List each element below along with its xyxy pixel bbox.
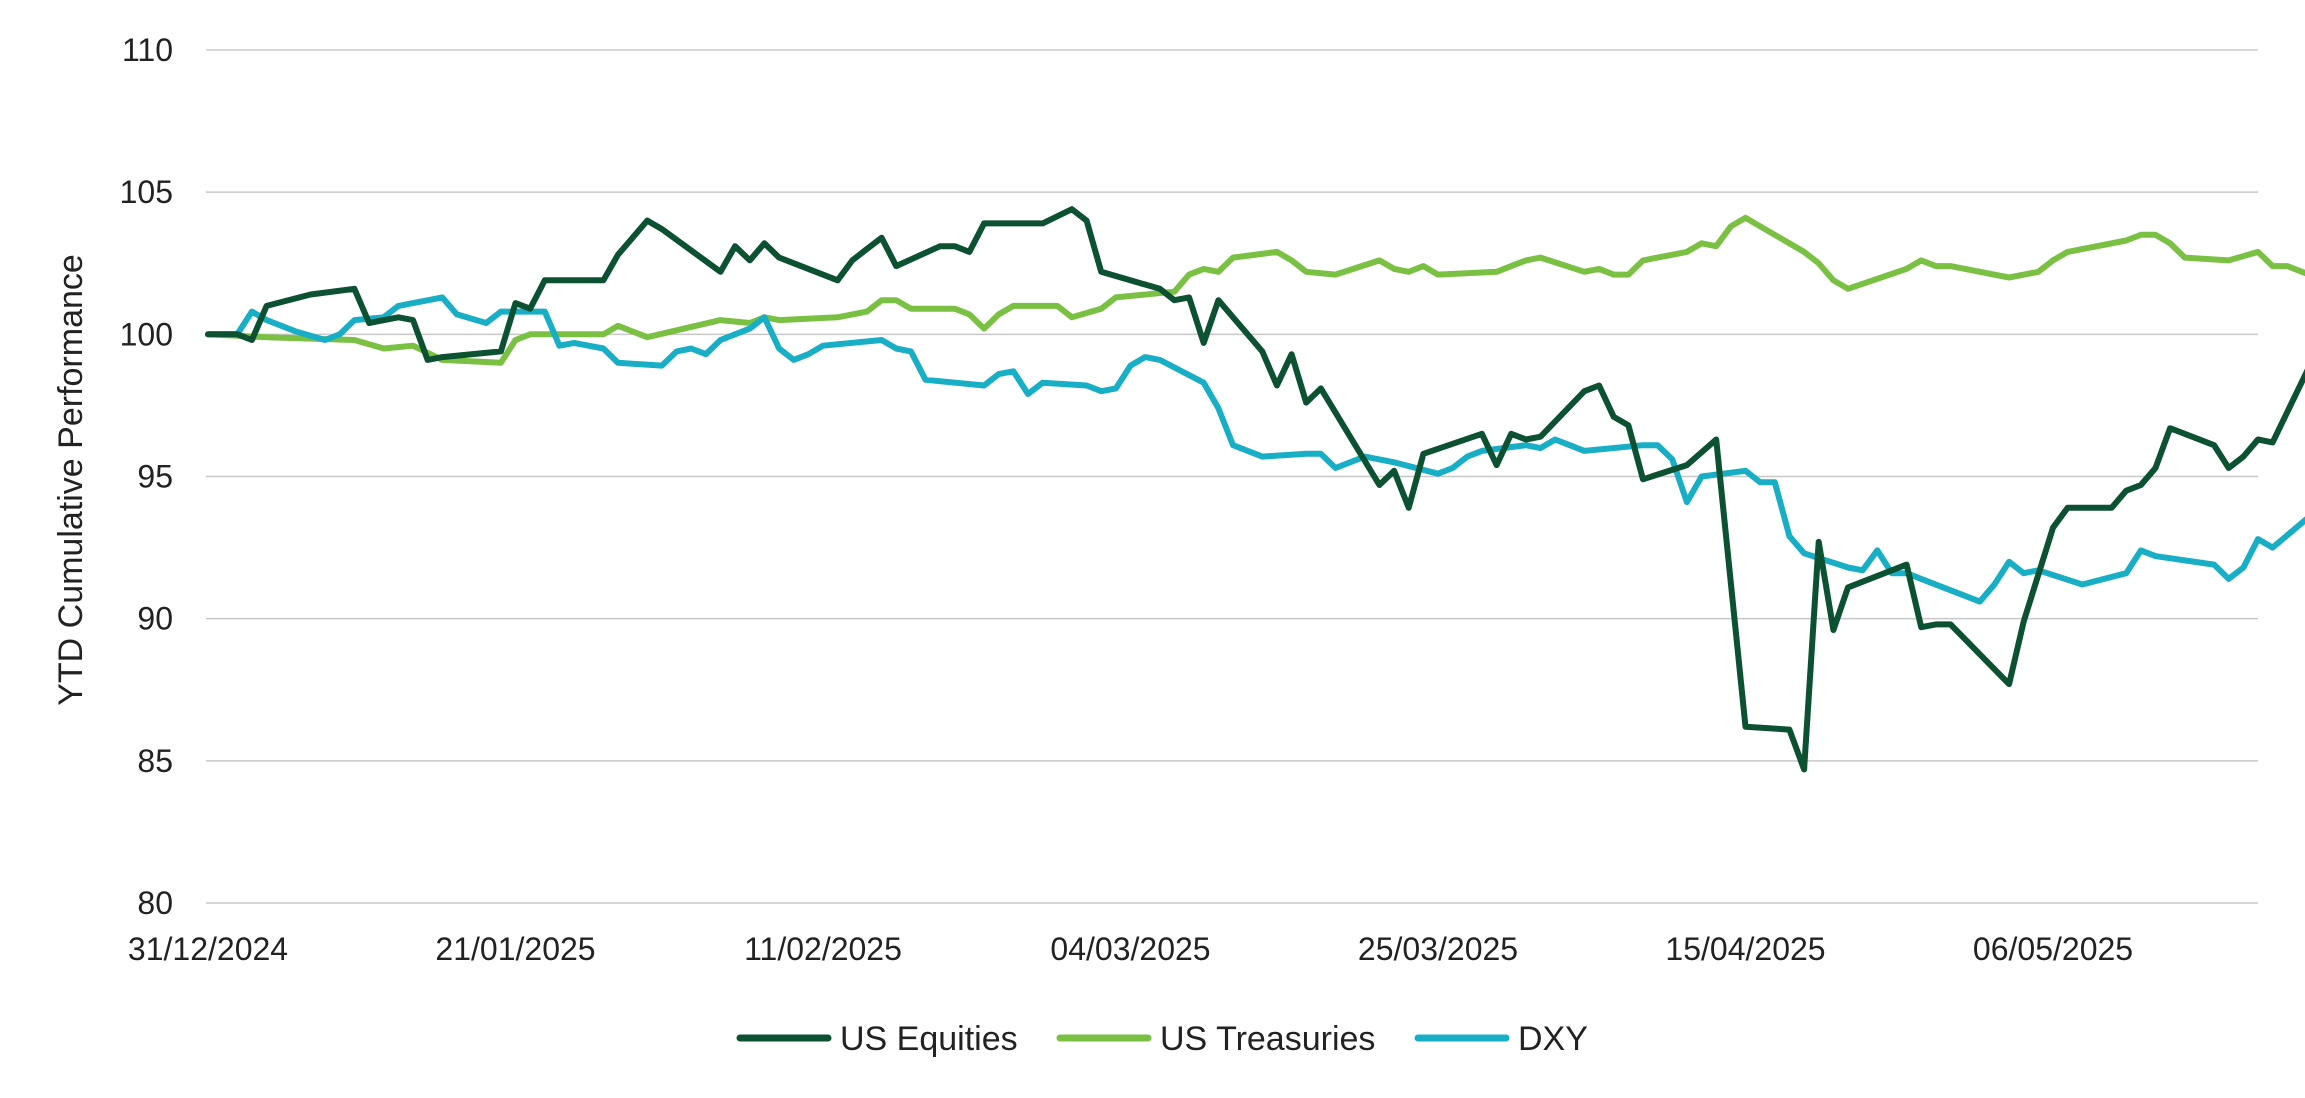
y-tick-label: 100 <box>120 316 173 352</box>
y-tick-label: 80 <box>137 885 173 921</box>
series-lines <box>205 206 2305 773</box>
y-tick-label: 90 <box>137 601 173 637</box>
y-tick-label: 85 <box>137 743 173 779</box>
legend-label-dxy: DXY <box>1518 1020 1588 1058</box>
gridlines <box>206 49 2258 904</box>
series-line-us-equities <box>205 206 2305 773</box>
x-axis-ticks: 31/12/2024 21/01/2025 11/02/2025 04/03/2025… <box>128 931 2133 967</box>
x-tick-label: 06/05/2025 <box>1973 931 2133 967</box>
x-tick-label: 11/02/2025 <box>744 931 902 967</box>
x-tick-label: 04/03/2025 <box>1050 931 1210 967</box>
y-tick-label: 110 <box>122 32 173 68</box>
x-tick-label: 21/01/2025 <box>435 931 595 967</box>
series-line-dxy <box>205 294 2305 605</box>
y-axis-ticks: 80 85 90 95 100 105 110 <box>120 32 173 921</box>
y-tick-label: 105 <box>120 174 173 210</box>
legend-label-us-treasuries: US Treasuries <box>1160 1020 1375 1058</box>
x-tick-label: 31/12/2024 <box>128 931 288 967</box>
legend: US Equities US Treasuries DXY <box>736 1020 1588 1058</box>
x-tick-label: 15/04/2025 <box>1665 931 1825 967</box>
y-tick-label: 95 <box>137 459 173 495</box>
x-tick-label: 25/03/2025 <box>1358 931 1518 967</box>
y-axis-title: YTD Cumulative Performance <box>52 254 90 706</box>
legend-label-us-equities: US Equities <box>840 1020 1018 1058</box>
